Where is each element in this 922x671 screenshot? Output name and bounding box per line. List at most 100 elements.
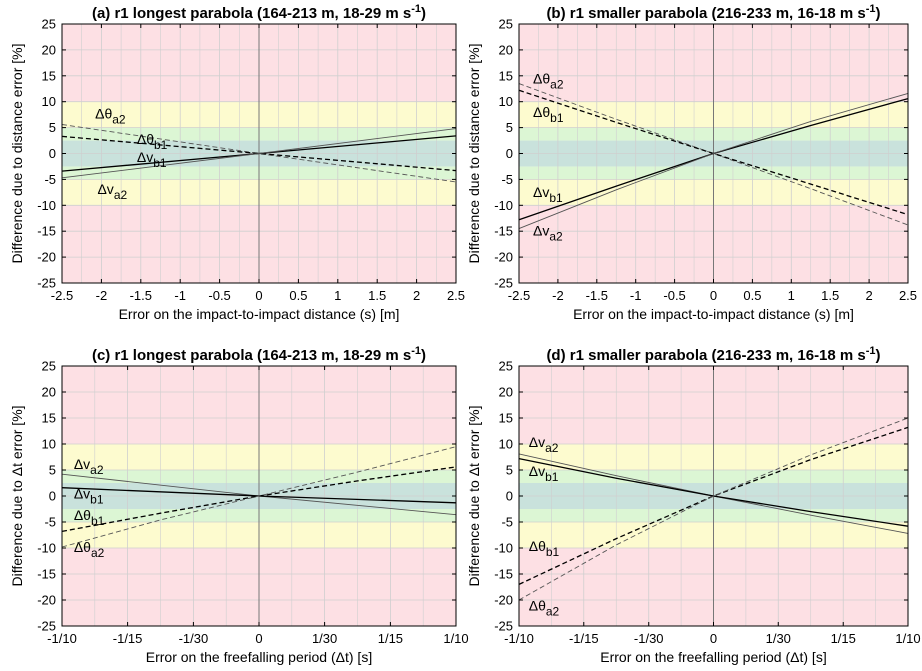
y-tick-label: -10: [37, 198, 56, 213]
y-tick-label: 25: [42, 359, 56, 374]
series-line-a2-3: [518, 92, 909, 230]
series-label: Δvb1: [74, 486, 104, 507]
x-axis-label: Error on the freefalling period (Δt) [s]: [600, 649, 826, 665]
series-line-a2-3: [61, 446, 457, 548]
y-tick-label: -20: [494, 250, 513, 265]
y-axis-label: Difference due to Δt error [%]: [466, 405, 482, 586]
y-tick-label: 10: [42, 94, 56, 109]
x-tick-label: -0.5: [208, 288, 230, 303]
x-tick-label: -0.5: [663, 288, 685, 303]
series-label: Δθb1: [137, 131, 168, 152]
y-tick-label: 20: [42, 385, 56, 400]
y-tick-label: -15: [37, 224, 56, 239]
y-tick-label: 5: [506, 463, 513, 478]
y-tick-label: -5: [44, 172, 56, 187]
series-label: Δva2: [533, 222, 563, 243]
y-tick-label: -25: [37, 619, 56, 634]
chart-title: (b) r1 smaller parabola (216-233 m, 16-1…: [546, 3, 880, 22]
series-label: Δθa2: [533, 71, 564, 92]
series-label: Δva2: [74, 456, 104, 477]
x-tick-label: 2: [865, 288, 872, 303]
y-tick-label: 25: [499, 17, 513, 32]
y-tick-label: 15: [499, 411, 513, 426]
series-line-a2-3: [61, 128, 457, 179]
chart-panel-2: Δθa2Δθb1Δvb1Δva2-25-20-15-10-50510152025…: [466, 3, 917, 322]
series-line-a2-0: [61, 124, 457, 183]
y-tick-label: -10: [494, 541, 513, 556]
x-tick-label: 0: [255, 288, 262, 303]
series-label: Δvb1: [533, 184, 563, 205]
x-tick-label: 1: [334, 288, 341, 303]
x-tick-label: 1/10: [895, 631, 920, 646]
series-label: Δθb1: [74, 507, 105, 528]
y-tick-label: 20: [499, 385, 513, 400]
y-tick-label: -25: [37, 276, 56, 291]
x-tick-label: 2: [413, 288, 420, 303]
x-tick-label: 1: [788, 288, 795, 303]
series-label: Δvb1: [137, 149, 167, 170]
x-tick-label: -2: [96, 288, 108, 303]
x-axis-label: Error on the impact-to-impact distance (…: [119, 306, 400, 322]
x-tick-label: 2.5: [899, 288, 917, 303]
x-tick-label: 0: [255, 631, 262, 646]
y-axis-label: Difference due to distance error [%]: [9, 44, 25, 264]
chart-title: (d) r1 smaller parabola (216-233 m, 16-1…: [546, 345, 880, 364]
x-tick-label: -1.5: [130, 288, 152, 303]
y-tick-label: 10: [42, 437, 56, 452]
series-label: Δθa2: [74, 539, 105, 560]
y-tick-label: -10: [494, 198, 513, 213]
y-tick-label: -5: [501, 172, 513, 187]
x-tick-label: 1/10: [443, 631, 468, 646]
series-label: Δva2: [529, 434, 559, 455]
y-tick-label: -15: [494, 224, 513, 239]
series-label: Δvb1: [529, 463, 559, 484]
x-tick-label: -1/15: [569, 631, 599, 646]
chart-title: (c) r1 longest parabola (164-213 m, 18-2…: [92, 345, 426, 364]
x-tick-label: 0.5: [289, 288, 307, 303]
x-tick-label: 1/15: [831, 631, 856, 646]
y-tick-label: -5: [501, 515, 513, 530]
y-tick-label: -10: [37, 541, 56, 556]
y-tick-label: 5: [49, 120, 56, 135]
y-tick-label: -20: [37, 593, 56, 608]
y-tick-label: 10: [499, 437, 513, 452]
y-tick-label: 5: [49, 463, 56, 478]
y-tick-label: 15: [42, 68, 56, 83]
series-label: Δθb1: [533, 104, 564, 125]
x-tick-label: -2.5: [508, 288, 530, 303]
chart-title: (a) r1 longest parabola (164-213 m, 18-2…: [92, 3, 426, 22]
series-line-a2-0: [518, 83, 909, 226]
y-tick-label: 0: [49, 489, 56, 504]
x-axis-label: Error on the freefalling period (Δt) [s]: [146, 649, 372, 665]
y-tick-label: 0: [506, 146, 513, 161]
x-tick-label: -1: [174, 288, 186, 303]
y-tick-label: 25: [42, 17, 56, 32]
y-tick-label: 25: [499, 359, 513, 374]
y-tick-label: 0: [49, 146, 56, 161]
x-tick-label: -1.5: [586, 288, 608, 303]
x-tick-label: -2.5: [51, 288, 73, 303]
chart-panel-1: Δθa2Δθb1Δvb1Δva2-25-20-15-10-50510152025…: [9, 3, 465, 322]
x-tick-label: -1/15: [113, 631, 143, 646]
x-tick-label: 0.5: [743, 288, 761, 303]
y-tick-label: -15: [37, 567, 56, 582]
y-axis-label: Difference due to distance error [%]: [466, 44, 482, 264]
series-label: Δθa2: [95, 105, 126, 126]
x-tick-label: -1/30: [634, 631, 664, 646]
series-label: Δva2: [97, 181, 127, 202]
x-tick-label: -1: [630, 288, 642, 303]
y-tick-label: 5: [506, 120, 513, 135]
x-tick-label: -2: [552, 288, 564, 303]
x-tick-label: 1.5: [368, 288, 386, 303]
y-tick-label: -25: [494, 276, 513, 291]
x-tick-label: -1/10: [47, 631, 77, 646]
x-tick-label: 1/30: [766, 631, 791, 646]
y-tick-label: -25: [494, 619, 513, 634]
x-tick-label: 1/30: [312, 631, 337, 646]
chart-panel-4: Δva2 Δvb1 Δθb1 Δθa2 -25 -20 -15 -10 -5 0 5 10 15 20 25…: [466, 345, 921, 665]
y-tick-label: 15: [42, 411, 56, 426]
x-tick-label: 2.5: [447, 288, 465, 303]
series-line-b1-1: [61, 135, 457, 172]
